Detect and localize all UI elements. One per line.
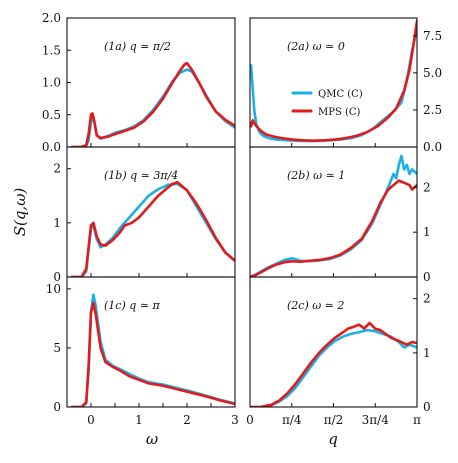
ytick-label-2b-0: 0 [423, 270, 431, 284]
panel-2c: 0 1 2 0 π/4 π/2 3π/4 π (2c) ω ≃ 2 [246, 276, 431, 427]
ytick-label-2a-2: 5.0 [423, 66, 442, 80]
frame-1b [66, 146, 236, 278]
frame-2a [249, 17, 418, 148]
xtick-label-2c-4: π [413, 413, 421, 427]
ytick-label-1c-2: 10 [46, 282, 61, 296]
ytick-label-2b-2: 2 [423, 180, 431, 194]
frame-1a [66, 17, 236, 148]
series-mps-1c [70, 301, 235, 407]
ytick-label-1c-0: 0 [53, 400, 61, 414]
ytick-label-1a-3: 1.5 [42, 43, 61, 57]
x-axis-title-q: q [328, 430, 338, 448]
panel-2b: 0 1 2 (2b) ω ≃ 1 [249, 146, 431, 284]
ytick-label-2a-1: 2.5 [423, 103, 442, 117]
xtick-label-1c-1: 0 [87, 413, 95, 427]
xtick-label-2c-0: 0 [246, 413, 254, 427]
panel-label-1a: (1a) q ≃ π/2 [104, 40, 171, 53]
ytick-label-2b-1: 1 [423, 225, 431, 239]
ytick-label-2c-0: 0 [423, 400, 431, 414]
panel-1c: 0 5 10 0 1 2 3 (1c) q ≃ π [46, 276, 239, 427]
y-axis-title: S(q,ω) [11, 188, 29, 237]
ytick-label-1a-2: 1.0 [42, 76, 61, 90]
panel-label-2a: (2a) ω ≃ 0 [287, 40, 345, 53]
series-mps-2b [250, 179, 417, 277]
series-mps-2a [250, 19, 417, 142]
legend-label-qmc: QMC (C) [318, 89, 363, 100]
ytick-label-1b-0: 0 [53, 270, 61, 284]
ytick-label-1a-4: 2.0 [42, 11, 61, 25]
legend: QMC (C) MPS (C) [291, 89, 363, 118]
panels: 0.0 0.5 1.0 1.5 2.0 (1a) q ≃ π/2 0 1 2 (1b) q ≃ 3… [42, 11, 442, 427]
series-mps-1a [70, 61, 235, 147]
panel-label-2b: (2b) ω ≃ 1 [287, 169, 345, 182]
ytick-label-1c-1: 5 [53, 341, 61, 355]
series-mps-2c [250, 321, 417, 407]
ytick-label-1b-2: 2 [53, 162, 61, 176]
ytick-label-1a-1: 0.5 [42, 108, 61, 122]
ytick-label-2a-0: 0.0 [423, 140, 442, 154]
xtick-label-2c-3: 3π/4 [362, 413, 390, 427]
ytick-label-2c-2: 2 [423, 292, 431, 306]
series-qmc-2c [250, 328, 417, 407]
series-qmc-1b [70, 182, 235, 277]
ytick-label-2a-3: 7.5 [423, 29, 442, 43]
panel-label-2c: (2c) ω ≃ 2 [287, 299, 344, 312]
panel-1a: 0.0 0.5 1.0 1.5 2.0 (1a) q ≃ π/2 [42, 11, 236, 154]
ytick-label-1a-0: 0.0 [42, 140, 61, 154]
panel-2a: 0.0 2.5 5.0 7.5 (2a) ω ≃ 0 [249, 17, 442, 154]
series-mps-1b [70, 180, 235, 277]
xtick-label-1c-5: 2 [183, 413, 191, 427]
ytick-label-1b-1: 1 [53, 216, 61, 230]
legend-label-mps: MPS (C) [318, 107, 361, 118]
x-axis-title-omega: ω [146, 430, 158, 448]
panel-label-1b: (1b) q ≃ 3π/4 [104, 169, 178, 182]
xtick-label-2c-2: π/2 [324, 413, 344, 427]
xtick-label-1c-3: 1 [135, 413, 143, 427]
panel-1b: 0 1 2 (1b) q ≃ 3π/4 [53, 146, 236, 284]
panel-label-1c: (1c) q ≃ π [104, 299, 160, 312]
xtick-label-2c-1: π/4 [282, 413, 302, 427]
ytick-label-2c-1: 1 [423, 346, 431, 360]
xtick-label-1c-7: 3 [231, 413, 239, 427]
frame-1c [66, 276, 236, 408]
